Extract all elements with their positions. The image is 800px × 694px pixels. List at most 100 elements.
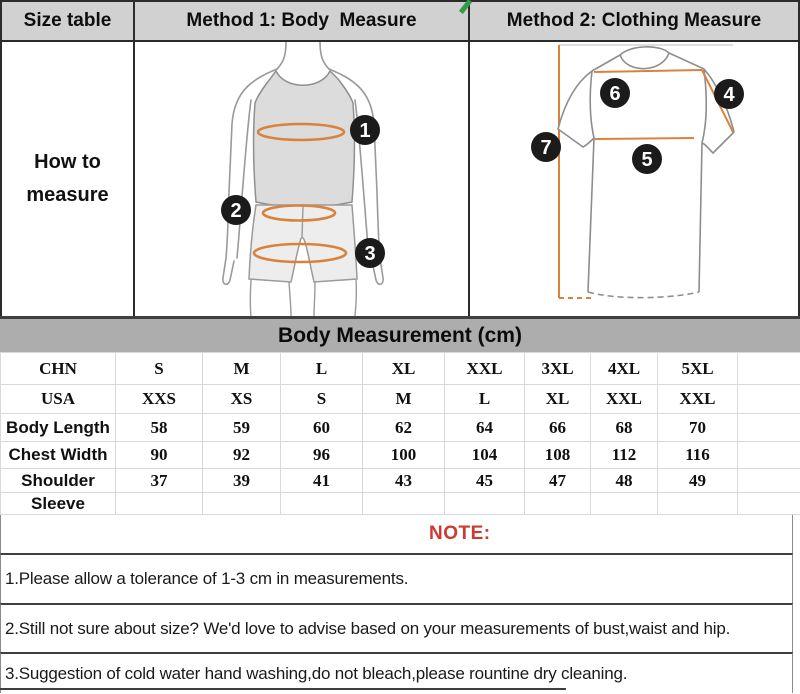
- table-cell: 64: [444, 413, 525, 442]
- measure-marker-7: 7: [531, 132, 561, 162]
- table-cell: 112: [590, 441, 658, 469]
- svg-text:2: 2: [230, 200, 241, 222]
- table-cell: 70: [657, 413, 738, 442]
- notes-section: 1.Please allow a tolerance of 1-3 cm in …: [0, 553, 793, 693]
- table-cell: 96: [280, 441, 363, 469]
- band-title: Body Measurement (cm): [0, 316, 800, 352]
- table-cell: L: [444, 384, 525, 414]
- table-cell: 41: [280, 468, 363, 493]
- svg-text:5: 5: [641, 149, 652, 171]
- top-section: Size table Method 1: Body Measure Method…: [0, 0, 800, 316]
- table-cell: [444, 492, 525, 515]
- header-row: Size table Method 1: Body Measure Method…: [2, 2, 798, 42]
- table-row: USA XXS XS S M L XL XXL XXL: [0, 384, 800, 414]
- table-cell: 66: [524, 413, 591, 442]
- note-item-3: 3.Suggestion of cold water hand washing,…: [0, 652, 793, 693]
- svg-text:4: 4: [723, 84, 735, 106]
- header-cell-method1: Method 1: Body Measure: [135, 2, 470, 40]
- table-cell: [524, 492, 591, 515]
- table-cell: 116: [657, 441, 738, 469]
- table-cell: [737, 492, 800, 515]
- measure-marker-2: 2: [221, 195, 251, 225]
- row-label: Shoulder: [0, 468, 116, 493]
- table-cell: XXL: [657, 384, 738, 414]
- table-cell: 68: [590, 413, 658, 442]
- table-cell: [657, 492, 738, 515]
- table-cell: 39: [202, 468, 281, 493]
- table-cell: [115, 492, 203, 515]
- table-cell: [590, 492, 658, 515]
- row-label: Sleeve: [0, 492, 116, 515]
- table-row: Sleeve: [0, 492, 800, 515]
- table-cell: 104: [444, 441, 525, 469]
- svg-text:7: 7: [540, 137, 551, 159]
- size-table: CHN S M L XL XXL 3XL 4XL 5XL USA XXS XS S M L XL XXL XXL B…: [0, 352, 800, 515]
- table-cell: S: [280, 384, 363, 414]
- table-cell: 62: [362, 413, 445, 442]
- measure-marker-4: 4: [714, 79, 744, 109]
- row-label: Chest Width: [0, 441, 116, 469]
- table-cell: [737, 468, 800, 493]
- measure-marker-1: 1: [350, 115, 380, 145]
- how-to-measure-cell: How to measure: [2, 42, 135, 316]
- diagram-row: How to measure: [2, 42, 798, 316]
- table-cell: 4XL: [590, 352, 658, 385]
- tshirt-diagram: 6 4 7 5: [531, 44, 744, 299]
- header-cell-method2: Method 2: Clothing Measure: [506, 10, 762, 31]
- svg-text:3: 3: [364, 243, 375, 265]
- table-cell: XL: [362, 352, 445, 385]
- table-cell: S: [115, 352, 203, 385]
- table-row: Chest Width 90 92 96 100 104 108 112 116: [0, 441, 800, 469]
- table-cell: XL: [524, 384, 591, 414]
- table-cell: 3XL: [524, 352, 591, 385]
- table-cell: 58: [115, 413, 203, 442]
- row-label: USA: [0, 384, 116, 414]
- note-header-area: NOTE:: [0, 515, 793, 553]
- table-row: Shoulder 37 39 41 43 45 47 48 49: [0, 468, 800, 493]
- bottom-border-line: [0, 688, 566, 690]
- row-label: Body Length: [0, 413, 116, 442]
- table-row: CHN S M L XL XXL 3XL 4XL 5XL: [0, 352, 800, 385]
- table-cell: 43: [362, 468, 445, 493]
- table-cell: 45: [444, 468, 525, 493]
- table-cell: 108: [524, 441, 591, 469]
- measure-marker-3: 3: [355, 238, 385, 268]
- svg-text:1: 1: [359, 120, 370, 142]
- row-label: CHN: [0, 352, 116, 385]
- table-cell: [202, 492, 281, 515]
- table-cell: [737, 413, 800, 442]
- clothing-measure-cell: 6 4 7 5: [470, 42, 798, 316]
- table-cell: 90: [115, 441, 203, 469]
- table-cell: 48: [590, 468, 658, 493]
- how-to-measure-label: How to measure: [26, 151, 109, 206]
- table-cell: 92: [202, 441, 281, 469]
- note-item-2: 2.Still not sure about size? We'd love t…: [0, 603, 793, 652]
- table-cell: M: [202, 352, 281, 385]
- table-cell: 60: [280, 413, 363, 442]
- body-figure-diagram: 1 2 3: [221, 42, 385, 316]
- table-cell: L: [280, 352, 363, 385]
- table-cell: XXL: [590, 384, 658, 414]
- table-cell: XXS: [115, 384, 203, 414]
- table-cell: [737, 441, 800, 469]
- table-cell: 5XL: [657, 352, 738, 385]
- body-measure-cell: 1 2 3: [135, 42, 470, 316]
- note-title: NOTE:: [429, 523, 491, 544]
- table-cell: [737, 384, 800, 414]
- table-cell: [362, 492, 445, 515]
- table-cell: XS: [202, 384, 281, 414]
- svg-text:6: 6: [609, 83, 620, 105]
- table-cell: 59: [202, 413, 281, 442]
- table-cell: [280, 492, 363, 515]
- measure-lines: [252, 122, 348, 264]
- size-table-tbody: CHN S M L XL XXL 3XL 4XL 5XL USA XXS XS S M L XL XXL XXL B…: [0, 352, 800, 515]
- table-cell: 37: [115, 468, 203, 493]
- measure-marker-6: 6: [600, 78, 630, 108]
- header-cell-size-table: Size table: [2, 2, 135, 40]
- table-cell: 47: [524, 468, 591, 493]
- table-cell: M: [362, 384, 445, 414]
- table-cell: 49: [657, 468, 738, 493]
- table-cell: 100: [362, 441, 445, 469]
- table-cell: XXL: [444, 352, 525, 385]
